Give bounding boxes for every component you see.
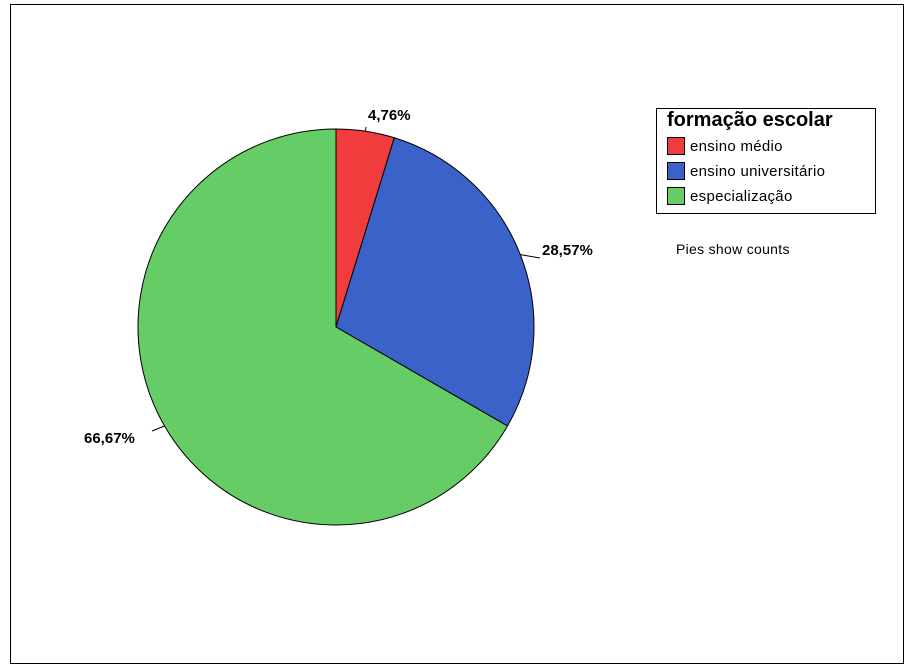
pie-note: Pies show counts (676, 241, 790, 257)
leader-line-ensino-universitario (520, 254, 541, 259)
legend-item-ensino-medio: ensino médio (667, 136, 783, 156)
legend-label-especializacao: especialização (690, 187, 793, 205)
legend-title: formação escolar (667, 109, 833, 131)
legend-swatch-ensino-universitario (667, 162, 685, 180)
leader-lines (151, 126, 541, 432)
leader-line-ensino-medio (365, 126, 367, 132)
legend-label-ensino-universitario: ensino universitário (690, 162, 826, 180)
legend-item-especializacao: especialização (667, 186, 793, 206)
legend-label-ensino-medio: ensino médio (690, 137, 783, 155)
legend-swatch-ensino-medio (667, 137, 685, 155)
leader-line-especializacao (151, 425, 165, 432)
slice-label-ensino-medio: 4,76% (368, 107, 411, 124)
slice-label-ensino-universitario: 28,57% (542, 242, 593, 259)
pie-chart: 4,76% 28,57% 66,67% (84, 107, 593, 526)
slice-label-especializacao: 66,67% (84, 430, 135, 447)
slice-labels: 4,76% 28,57% 66,67% (84, 107, 593, 447)
pie-slices (137, 128, 535, 526)
pie-slice-especializacao (137, 128, 509, 526)
legend-item-ensino-universitario: ensino universitário (667, 161, 825, 181)
legend-swatch-especializacao (667, 187, 685, 205)
legend: formação escolar ensino médio ensino uni… (656, 108, 876, 214)
pie-slice-ensino-universitario (335, 137, 535, 427)
